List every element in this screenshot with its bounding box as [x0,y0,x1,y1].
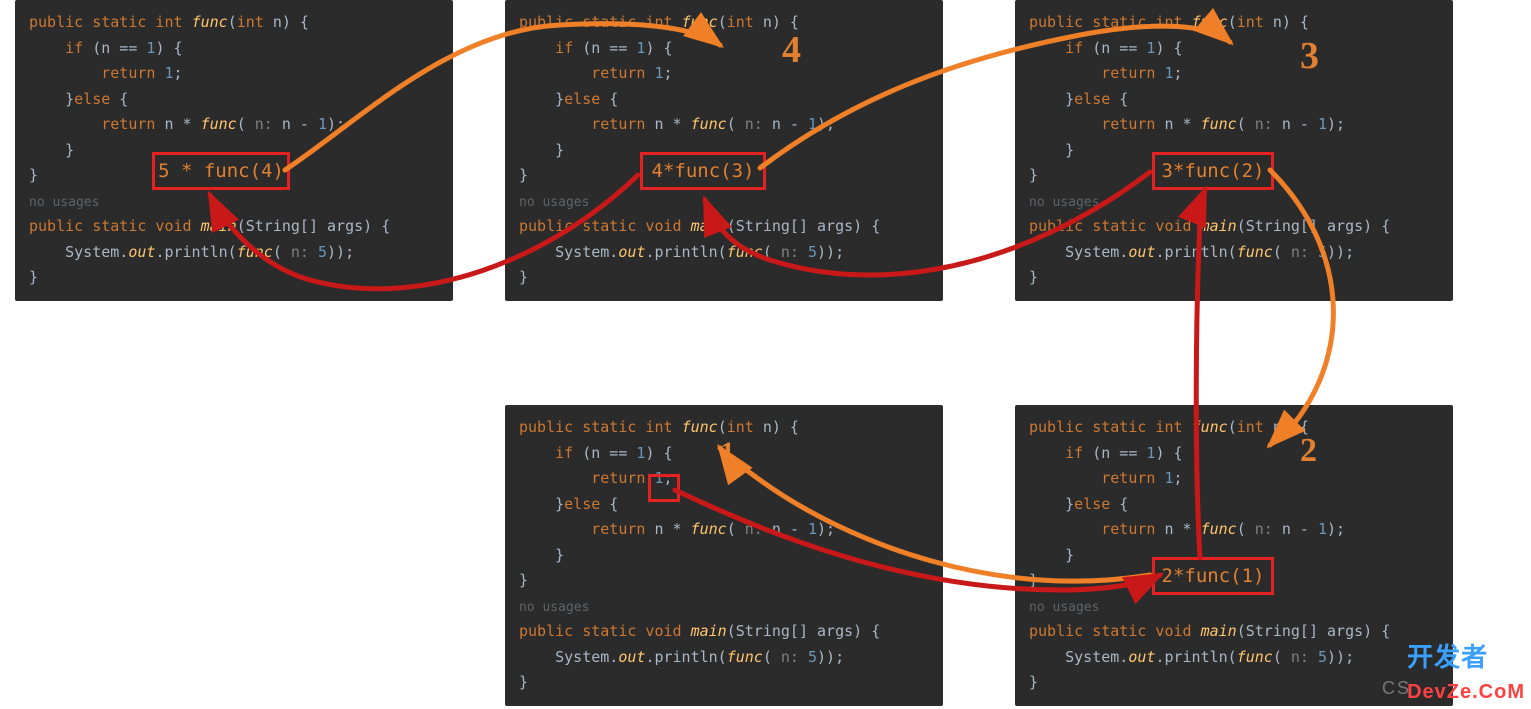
callout-5func4: 5 * func(4) [152,152,290,190]
code-block: public static int func(int n) { if (n ==… [519,10,929,291]
code-panel-5: public static int func(int n) { if (n ==… [1015,405,1453,706]
code-panel-2: public static int func(int n) { if (n ==… [505,0,943,301]
code-panel-1: public static int func(int n) { if (n ==… [15,0,453,301]
code-block: public static int func(int n) { if (n ==… [29,10,439,291]
callout-2func1: 2*func(1) [1152,557,1274,595]
devze-watermark: 开发者 DevZe.CoM [1407,637,1525,705]
code-block: public static int func(int n) { if (n ==… [519,415,929,696]
code-block: public static int func(int n) { if (n ==… [1029,10,1439,291]
callout-3func2: 3*func(2) [1152,152,1274,190]
code-panel-4: public static int func(int n) { if (n ==… [505,405,943,706]
callout-return1 [648,474,680,502]
code-block: public static int func(int n) { if (n ==… [1029,415,1439,696]
callout-4func3: 4*func(3) [640,152,766,190]
code-panel-3: public static int func(int n) { if (n ==… [1015,0,1453,301]
